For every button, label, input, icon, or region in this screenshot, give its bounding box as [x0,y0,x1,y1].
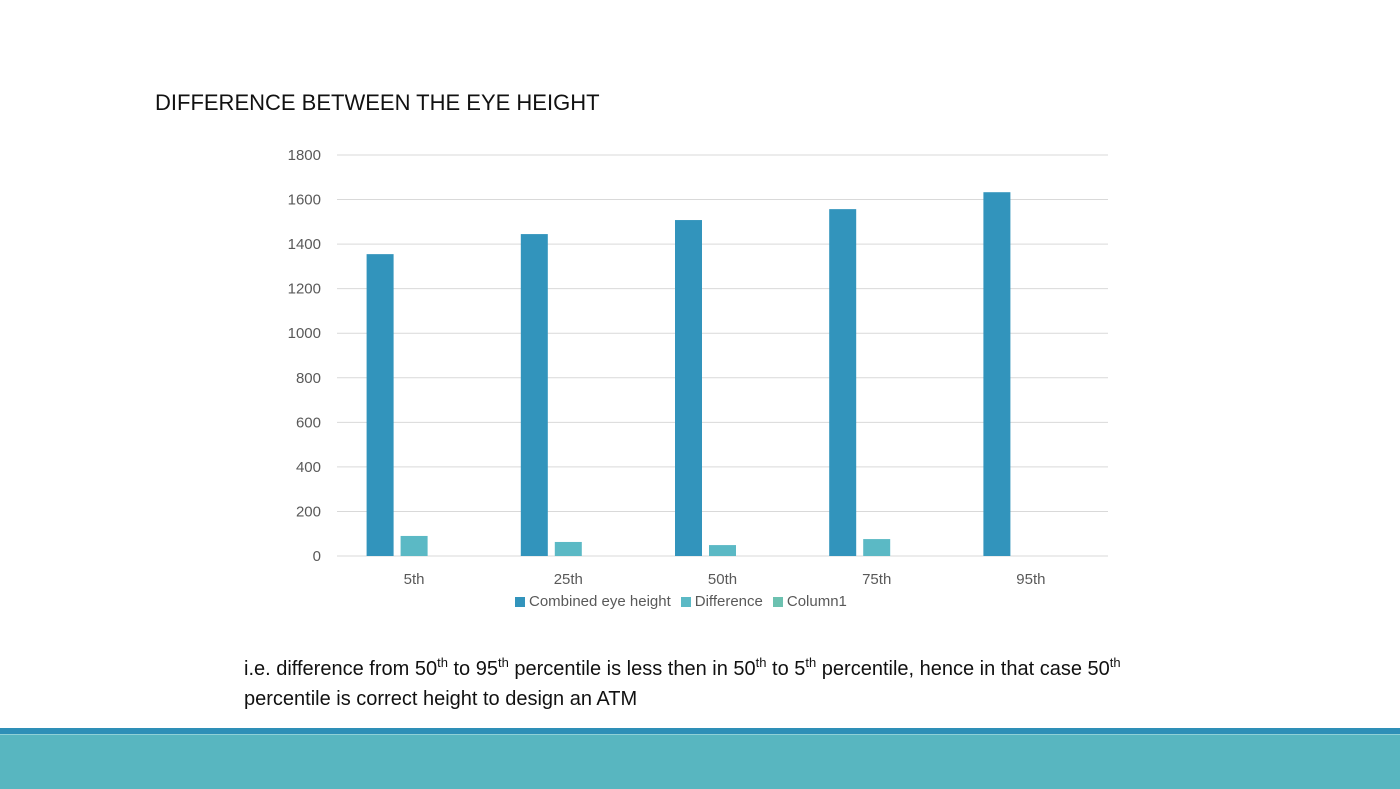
bar-difference-25th [554,541,582,556]
bar-combined-eye-height-5th [366,254,394,556]
chart-legend: Combined eye height Difference Column1 [515,593,847,610]
caption-text: percentile, hence in that case 50 [816,658,1110,680]
footer-accent-line [0,728,1400,734]
x-tick-label-5th: 5th [404,571,425,588]
bar-difference-75th [863,539,891,556]
footer-band [0,734,1400,789]
y-tick-label-1200: 1200 [288,281,321,298]
y-tick-label-1600: 1600 [288,192,321,209]
caption-superscript: th [437,655,448,670]
slide-caption: i.e. difference from 50th to 95th percen… [244,655,1144,714]
legend-swatch-combined [515,596,525,607]
caption-superscript: th [805,655,817,670]
bar-difference-50th [709,545,736,556]
legend-item-combined: Combined eye height [515,593,671,610]
y-tick-label-1800: 1800 [288,147,321,164]
x-tick-label-25th: 25th [554,571,583,588]
x-tick-label-50th: 50th [708,571,737,588]
slide-title: DIFFERENCE BETWEEN THE EYE HEIGHT [155,90,600,115]
y-tick-label-800: 800 [296,370,321,387]
bar-difference-5th [400,535,428,556]
y-tick-label-400: 400 [296,459,321,476]
caption-superscript: th [755,655,767,670]
y-tick-label-600: 600 [296,414,321,431]
y-tick-label-0: 0 [313,548,321,565]
caption-text: to 5 [766,658,806,680]
y-tick-label-1400: 1400 [288,236,321,253]
caption-text: to 95 [447,658,498,680]
legend-label-column1: Column1 [786,593,847,610]
y-tick-label-1000: 1000 [288,325,321,342]
caption-text: percentile is correct height to design a… [244,688,638,710]
caption-superscript: th [497,655,509,670]
legend-label-difference: Difference [694,593,763,610]
x-tick-label-75th: 75th [862,571,891,588]
legend-item-difference: Difference [680,593,763,610]
caption-superscript: th [1109,655,1121,670]
bar-combined-eye-height-75th [829,209,857,556]
legend-item-column1: Column1 [772,593,847,610]
bar-combined-eye-height-95th [983,192,1011,556]
caption-text: percentile is less then in 50 [508,658,756,680]
y-tick-label-200: 200 [296,503,321,520]
bar-chart-svg: 0 200 400 600 800 1000 1200 1400 1600 1800 5th 25th… [288,147,1108,588]
bar-combined-eye-height-50th [675,220,702,556]
x-tick-label-95th: 95th [1016,571,1045,588]
bar-combined-eye-height-25th [520,234,548,556]
caption-text: i.e. difference from 50 [244,658,438,680]
legend-swatch-column1 [772,596,783,607]
chart: 0 200 400 600 800 1000 1200 1400 1600 1800 5th 25th… [288,147,1108,588]
legend-label-combined: Combined eye height [529,593,671,610]
legend-swatch-difference [680,596,691,607]
